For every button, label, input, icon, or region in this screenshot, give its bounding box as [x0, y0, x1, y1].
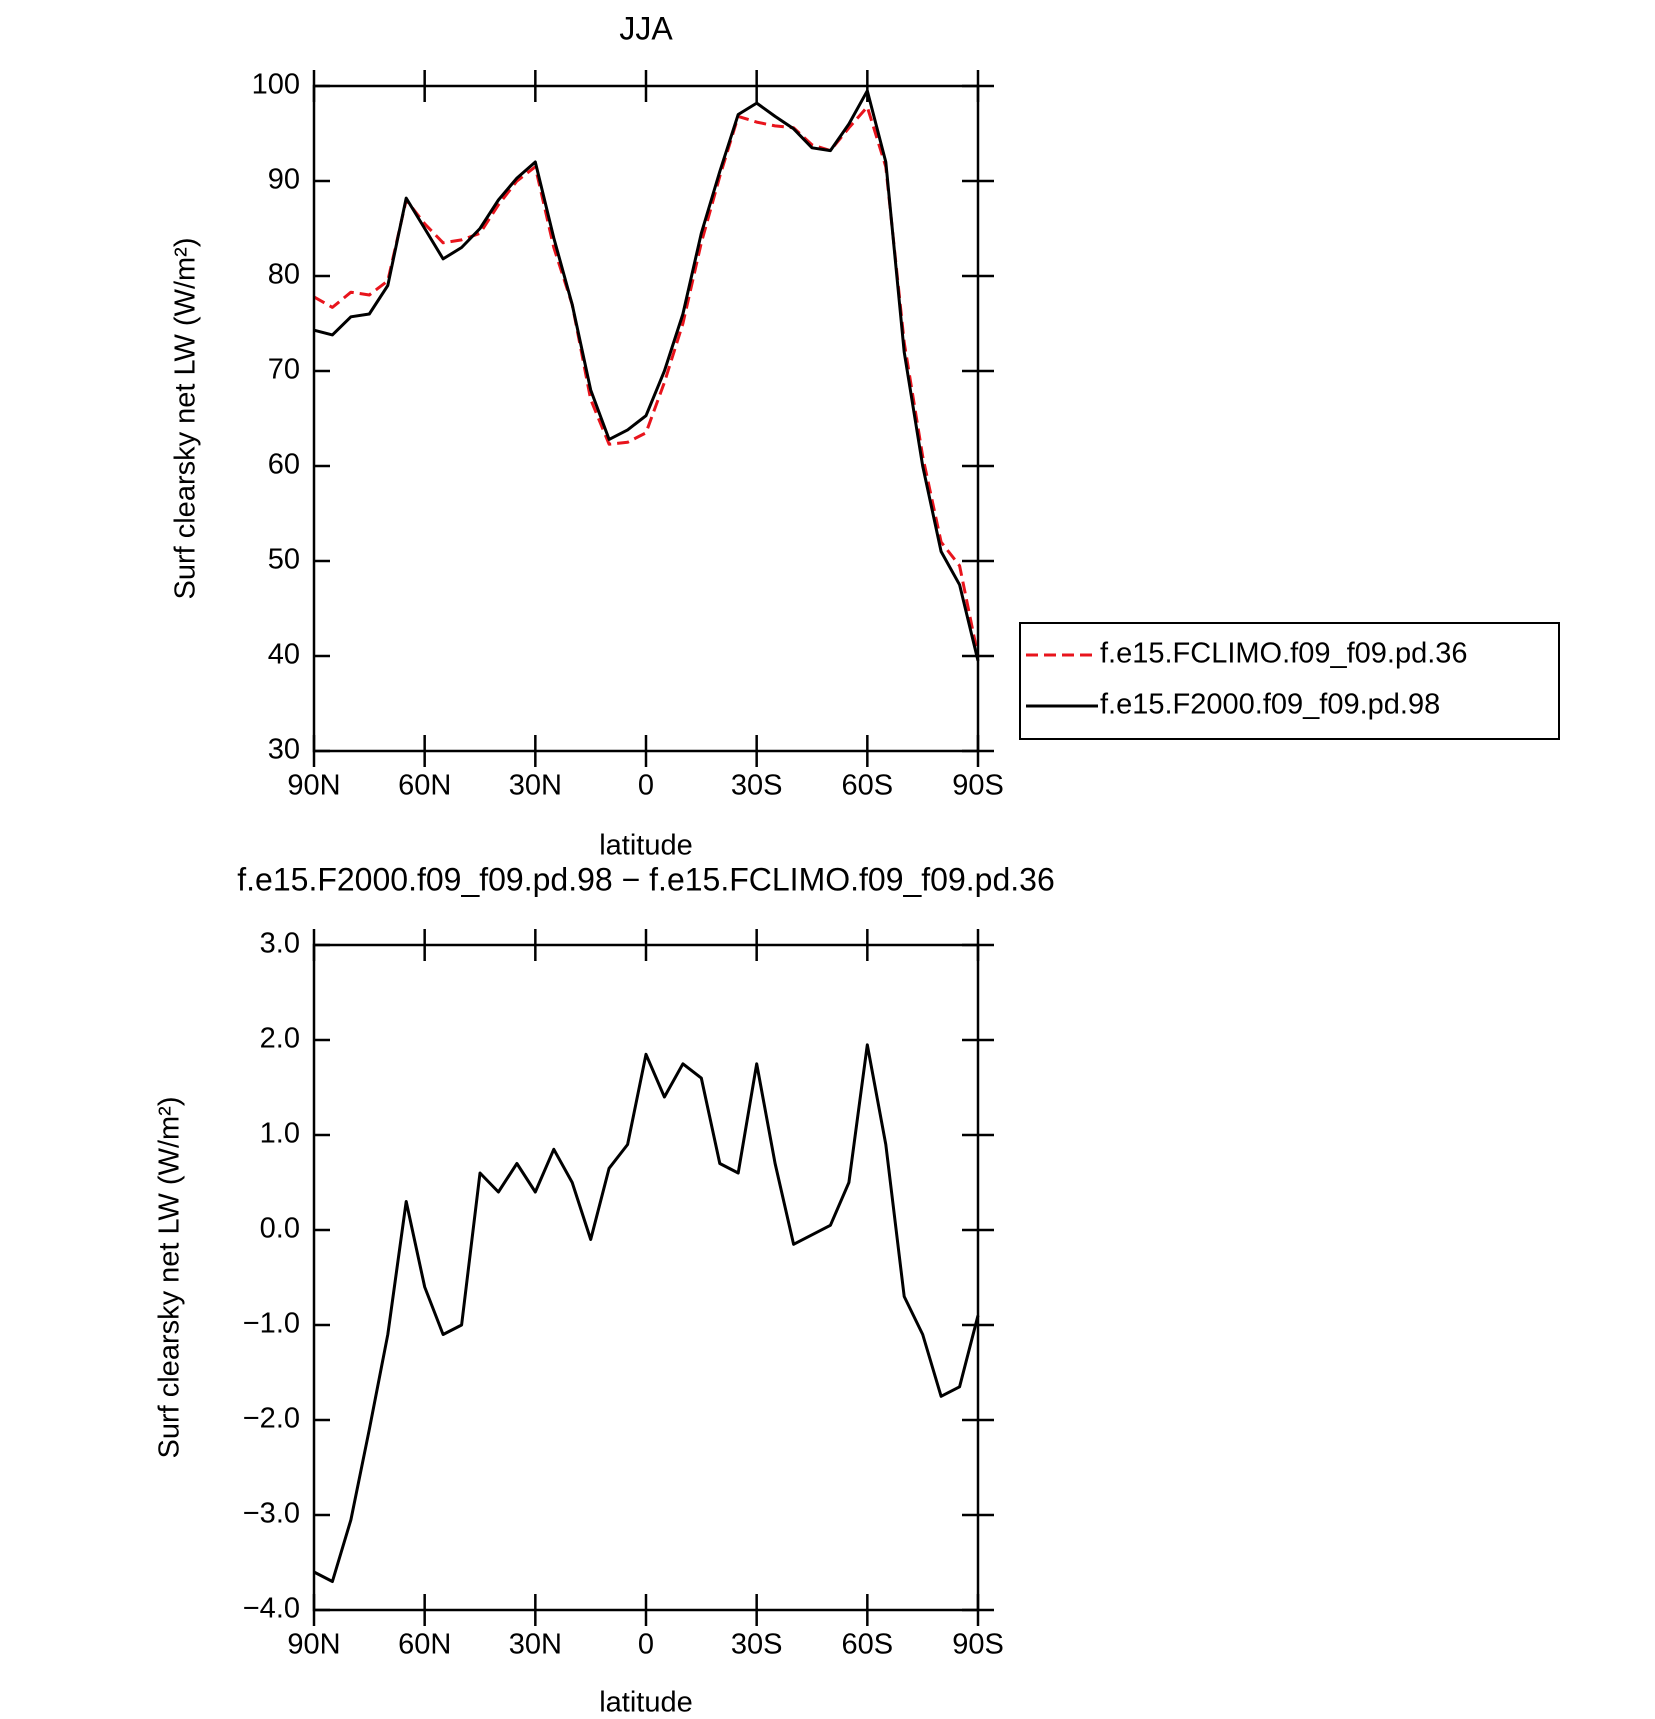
- chart-title: f.e15.F2000.f09_f09.pd.98 − f.e15.FCLIMO…: [237, 861, 1054, 897]
- x-tick-label: 0: [638, 770, 654, 802]
- x-tick-label: 30S: [731, 1629, 783, 1661]
- data-line: [313, 89, 980, 662]
- legend-label: f.e15.FCLIMO.f09_f09.pd.36: [1100, 638, 1468, 670]
- y-axis-label: Surf clearsky net LW (W/m²): [170, 238, 202, 600]
- x-tick-label: 30N: [509, 770, 562, 802]
- x-tick-label: 30S: [731, 770, 783, 802]
- y-tick-label: 2.0: [260, 1023, 300, 1055]
- chart-title: JJA: [619, 10, 673, 46]
- x-tick-label: 90N: [287, 770, 340, 802]
- x-tick-label: 90N: [287, 1629, 340, 1661]
- x-tick-label: 30N: [509, 1629, 562, 1661]
- y-tick-label: 3.0: [260, 928, 300, 960]
- x-tick-label: 90S: [952, 1629, 1004, 1661]
- y-tick-label: −1.0: [243, 1308, 300, 1340]
- x-tick-label: 60N: [398, 1629, 451, 1661]
- legend-box: [1019, 622, 1560, 740]
- y-tick-label: 70: [268, 354, 300, 386]
- y-tick-label: 0.0: [260, 1213, 300, 1245]
- y-tick-label: 80: [268, 259, 300, 291]
- legend-label: f.e15.F2000.f09_f09.pd.98: [1100, 689, 1440, 721]
- x-tick-label: 0: [638, 1629, 654, 1661]
- y-tick-label: 50: [268, 544, 300, 576]
- y-axis-label: Surf clearsky net LW (W/m²): [154, 1097, 186, 1459]
- data-line: [313, 1043, 980, 1583]
- x-axis-label: latitude: [599, 1687, 693, 1719]
- y-tick-label: −2.0: [243, 1403, 300, 1435]
- plot-frame: [312, 84, 980, 753]
- y-tick-label: 40: [268, 639, 300, 671]
- y-tick-label: 90: [268, 164, 300, 196]
- x-tick-label: 60S: [842, 1629, 894, 1661]
- plot-frame: [312, 943, 980, 1612]
- y-tick-label: −4.0: [243, 1593, 300, 1625]
- y-tick-label: 100: [252, 69, 300, 101]
- x-axis-label: latitude: [599, 830, 693, 862]
- y-tick-label: 1.0: [260, 1118, 300, 1150]
- y-tick-label: 60: [268, 449, 300, 481]
- y-tick-label: 30: [268, 734, 300, 766]
- y-tick-label: −3.0: [243, 1498, 300, 1530]
- data-line: [313, 105, 980, 657]
- x-tick-label: 90S: [952, 770, 1004, 802]
- x-tick-label: 60S: [842, 770, 894, 802]
- x-tick-label: 60N: [398, 770, 451, 802]
